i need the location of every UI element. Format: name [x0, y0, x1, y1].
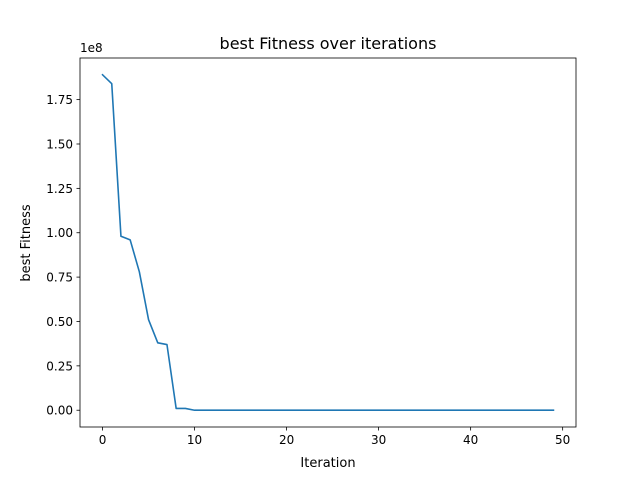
x-axis-ticks: 0 10 20 30 40 50 [99, 427, 570, 447]
y-tick-label: 0.00 [46, 404, 73, 418]
y-tick-label: 0.25 [46, 359, 73, 373]
y-tick-label: 1.75 [46, 93, 73, 107]
y-axis-ticks: 0.00 0.25 0.50 0.75 1.00 1.25 1.50 1.75 [46, 93, 80, 418]
x-axis-label: Iteration [300, 456, 355, 471]
y-tick-label: 1.25 [46, 182, 73, 196]
x-tick-label: 10 [187, 433, 202, 447]
x-tick-label: 50 [555, 433, 570, 447]
y-tick-label: 1.50 [46, 137, 73, 151]
x-tick-label: 0 [99, 433, 107, 447]
y-tick-label: 1.00 [46, 226, 73, 240]
y-axis-offset-label: 1e8 [80, 41, 103, 55]
plot-area [101, 73, 555, 412]
y-tick-label: 0.75 [46, 271, 73, 285]
y-tick-label: 0.50 [46, 315, 73, 329]
axes-frame [79, 57, 577, 428]
x-tick-label: 30 [371, 433, 386, 447]
x-tick-label: 20 [279, 433, 294, 447]
chart-title: best Fitness over iterations [220, 34, 437, 53]
series-line [101, 73, 555, 412]
x-tick-label: 40 [463, 433, 478, 447]
y-axis-label: best Fitness [19, 204, 34, 282]
